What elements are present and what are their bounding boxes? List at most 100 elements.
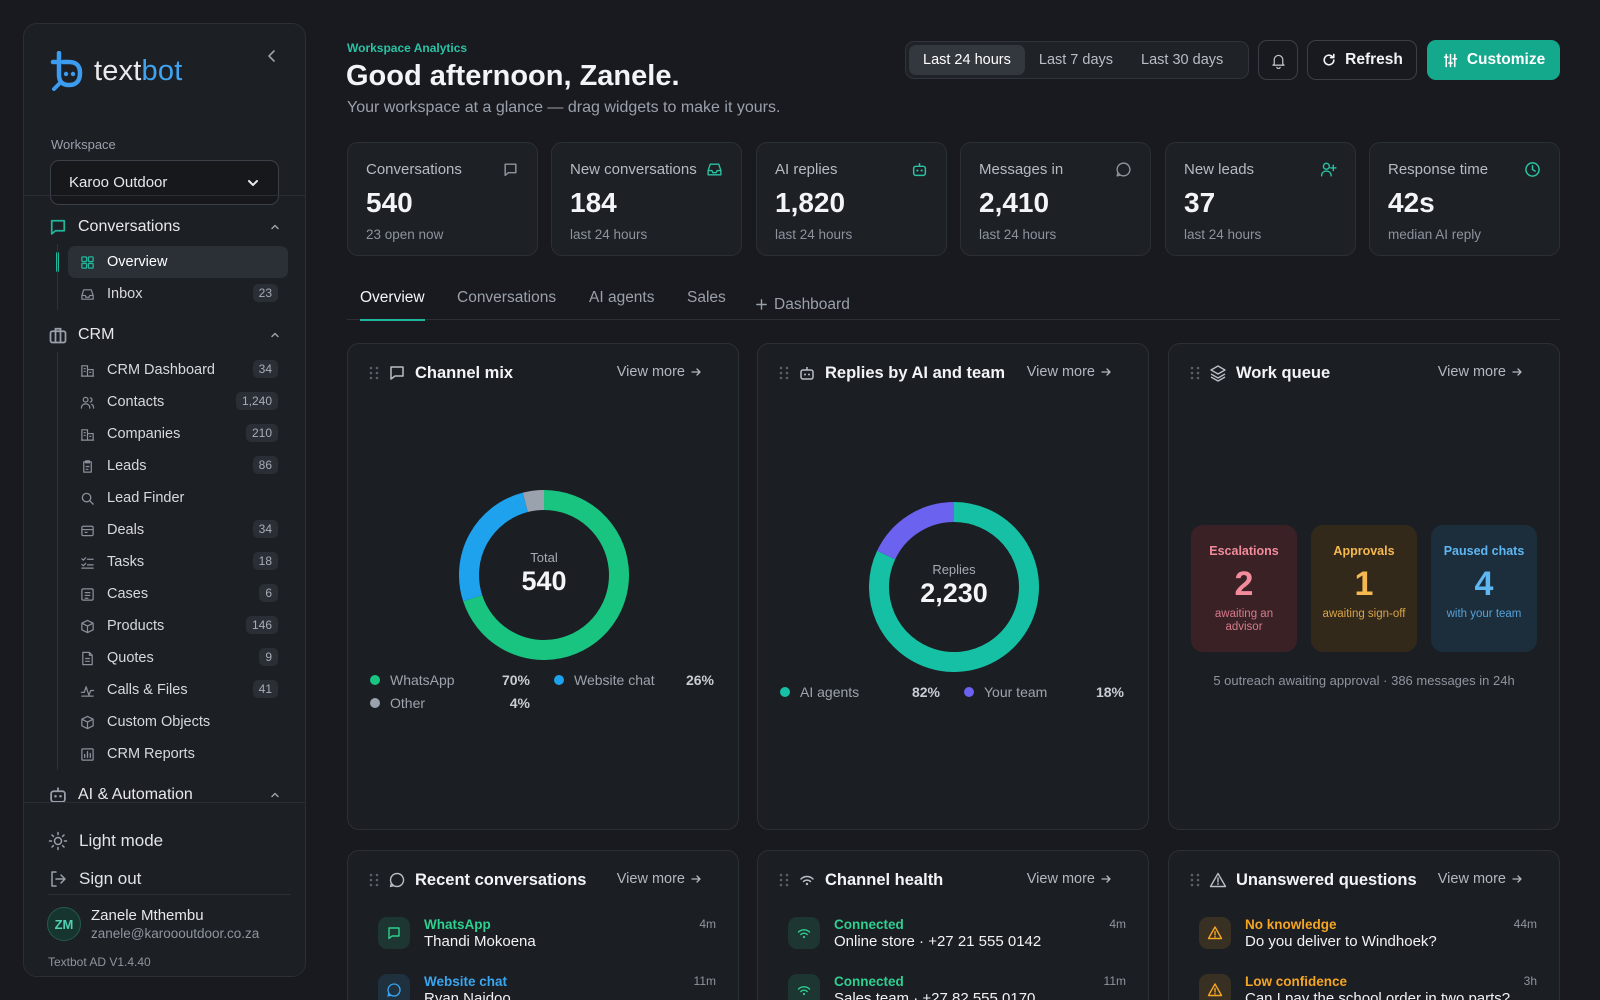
sidebar-item-deals[interactable]: Deals 34 bbox=[68, 514, 288, 546]
legend-dot bbox=[370, 675, 380, 685]
list-item[interactable]: Connected Online store · +27 21 555 0142 4… bbox=[788, 911, 1126, 951]
channel-mix-widget: Channel mix View more Total 540 WhatsApp… bbox=[347, 343, 739, 830]
stat-card-messages-in[interactable]: Messages in 2,410 last 24 hours bbox=[960, 142, 1151, 256]
drag-handle-icon[interactable] bbox=[778, 872, 790, 888]
drag-handle-icon[interactable] bbox=[368, 365, 380, 381]
widget-title: Replies by AI and team bbox=[825, 363, 1006, 382]
divider bbox=[48, 894, 291, 895]
list-item[interactable]: Connected Sales team · +27 82 555 0170 11m bbox=[788, 968, 1126, 1000]
document-icon bbox=[80, 651, 95, 666]
donut-slice-other[interactable] bbox=[522, 490, 545, 513]
row-title: Sales team · +27 82 555 0170 bbox=[834, 990, 1036, 1000]
chat-icon bbox=[378, 917, 410, 949]
sidebar-item-custom-objects[interactable]: Custom Objects bbox=[68, 706, 288, 738]
legend-item: WhatsApp 70% bbox=[370, 672, 530, 688]
workspace-label: Workspace bbox=[51, 137, 116, 152]
paused-chats-tile[interactable]: Paused chats 4 with your team bbox=[1431, 525, 1537, 652]
notifications-button[interactable] bbox=[1258, 40, 1298, 80]
donut-slice-your-team[interactable] bbox=[877, 502, 955, 560]
spacer bbox=[24, 310, 305, 318]
row-title: Can I pay the school order in two parts? bbox=[1245, 990, 1511, 1000]
range-last-7-days[interactable]: Last 7 days bbox=[1038, 52, 1114, 68]
sign-out-button[interactable]: Sign out bbox=[48, 869, 141, 889]
stat-card-ai-replies[interactable]: AI replies 1,820 last 24 hours bbox=[756, 142, 947, 256]
view-more-link[interactable]: View more bbox=[1438, 871, 1523, 887]
customize-button[interactable]: Customize bbox=[1427, 40, 1560, 80]
sidebar-item-leads[interactable]: Leads 86 bbox=[68, 450, 288, 482]
add-dashboard-tab[interactable]: Dashboard bbox=[755, 289, 850, 320]
stat-card-conversations[interactable]: Conversations 540 23 open now bbox=[347, 142, 538, 256]
add-dashboard-label: Dashboard bbox=[774, 295, 850, 313]
sign-out-icon bbox=[48, 869, 68, 889]
escalations-tile[interactable]: Escalations 2 awaiting an advisor bbox=[1191, 525, 1297, 652]
list-item[interactable]: Website chat Ryan Naidoo 11m bbox=[378, 968, 716, 1000]
view-more-link[interactable]: View more bbox=[1027, 871, 1112, 887]
tab-sales[interactable]: Sales bbox=[687, 289, 726, 306]
sidebar-item-products[interactable]: Products 146 bbox=[68, 610, 288, 642]
arrow-right-icon bbox=[690, 873, 702, 885]
tab-ai-agents[interactable]: AI agents bbox=[589, 289, 655, 306]
tab-conversations[interactable]: Conversations bbox=[457, 289, 557, 306]
stat-card-new-conversations[interactable]: New conversations 184 last 24 hours bbox=[551, 142, 742, 256]
range-last-24-hours[interactable]: Last 24 hours bbox=[909, 45, 1025, 75]
sidebar-item-tasks[interactable]: Tasks 18 bbox=[68, 546, 288, 578]
legend-value: 26% bbox=[685, 672, 714, 688]
wallet-icon bbox=[80, 523, 95, 538]
sidebar-item-companies[interactable]: Companies 210 bbox=[68, 418, 288, 450]
nav-group-crm[interactable]: CRM bbox=[24, 318, 305, 352]
stat-card-new-leads[interactable]: New leads 37 last 24 hours bbox=[1165, 142, 1356, 256]
sidebar-footer bbox=[24, 802, 305, 976]
drag-handle-icon[interactable] bbox=[1189, 872, 1201, 888]
replies-donut: Replies 2,230 bbox=[869, 502, 1039, 672]
sidebar-item-cases[interactable]: Cases 6 bbox=[68, 578, 288, 610]
view-more-link[interactable]: View more bbox=[1438, 364, 1523, 380]
search-icon bbox=[80, 491, 95, 506]
sidebar-item-quotes[interactable]: Quotes 9 bbox=[68, 642, 288, 674]
list-item[interactable]: Low confidence Can I pay the school order… bbox=[1199, 968, 1537, 1000]
approvals-tile[interactable]: Approvals 1 awaiting sign-off bbox=[1311, 525, 1417, 652]
avatar[interactable]: ZM bbox=[47, 907, 81, 941]
collapse-sidebar-icon[interactable] bbox=[262, 46, 282, 66]
robot-icon bbox=[911, 161, 928, 178]
light-mode-button[interactable]: Light mode bbox=[48, 831, 163, 851]
list-item[interactable]: WhatsApp Thandi Mokoena 4m bbox=[378, 911, 716, 951]
row-tag: Connected bbox=[834, 917, 904, 932]
view-more-label: View more bbox=[1026, 364, 1095, 380]
view-more-link[interactable]: View more bbox=[617, 364, 702, 380]
list-item[interactable]: No knowledge Do you deliver to Windhoek? 4… bbox=[1199, 911, 1537, 951]
count-badge: 9 bbox=[259, 648, 278, 666]
building-icon bbox=[80, 363, 95, 378]
replies-widget: Replies by AI and team View more Replies… bbox=[757, 343, 1149, 830]
plus-icon bbox=[755, 298, 768, 311]
sidebar-item-crm-dashboard[interactable]: CRM Dashboard 34 bbox=[68, 354, 288, 386]
tab-overview[interactable]: Overview bbox=[360, 289, 425, 321]
sidebar-item-inbox[interactable]: Inbox 23 bbox=[68, 278, 288, 310]
sidebar-item-calls-files[interactable]: Calls & Files 41 bbox=[68, 674, 288, 706]
logo[interactable]: textbot bbox=[50, 51, 182, 91]
sidebar-item-crm-reports[interactable]: CRM Reports bbox=[68, 738, 288, 770]
sidebar-item-lead-finder[interactable]: Lead Finder bbox=[68, 482, 288, 514]
nav-group-ai-automation[interactable]: AI & Automation bbox=[24, 778, 305, 812]
view-more-link[interactable]: View more bbox=[1027, 364, 1112, 380]
row-time: 44m bbox=[1513, 917, 1537, 931]
drag-handle-icon[interactable] bbox=[778, 365, 790, 381]
range-last-30-days[interactable]: Last 30 days bbox=[1141, 52, 1224, 68]
drag-handle-icon[interactable] bbox=[368, 872, 380, 888]
sidebar-item-contacts[interactable]: Contacts 1,240 bbox=[68, 386, 288, 418]
nav-group-conversations[interactable]: Conversations bbox=[24, 210, 305, 244]
drag-handle-icon[interactable] bbox=[1189, 365, 1201, 381]
count-badge: 23 bbox=[252, 284, 278, 302]
refresh-button[interactable]: Refresh bbox=[1307, 40, 1417, 80]
donut-slice-website-chat[interactable] bbox=[459, 492, 529, 602]
page-title: Good afternoon, Zanele. bbox=[346, 60, 680, 92]
count-badge: 6 bbox=[259, 584, 278, 602]
chat-icon bbox=[48, 217, 68, 237]
workspace-select[interactable]: Karoo Outdoor bbox=[50, 160, 279, 205]
donut-slice-whatsapp[interactable] bbox=[463, 490, 629, 660]
stat-card-response-time[interactable]: Response time 42s median AI reply bbox=[1369, 142, 1560, 256]
stat-label: New conversations bbox=[570, 161, 697, 178]
donut-slice-ai-agents[interactable] bbox=[869, 502, 1039, 672]
user-email: zanele@karoooutdoor.co.za bbox=[91, 926, 260, 941]
view-more-link[interactable]: View more bbox=[617, 871, 702, 887]
sidebar-item-overview[interactable]: Overview bbox=[56, 246, 288, 278]
